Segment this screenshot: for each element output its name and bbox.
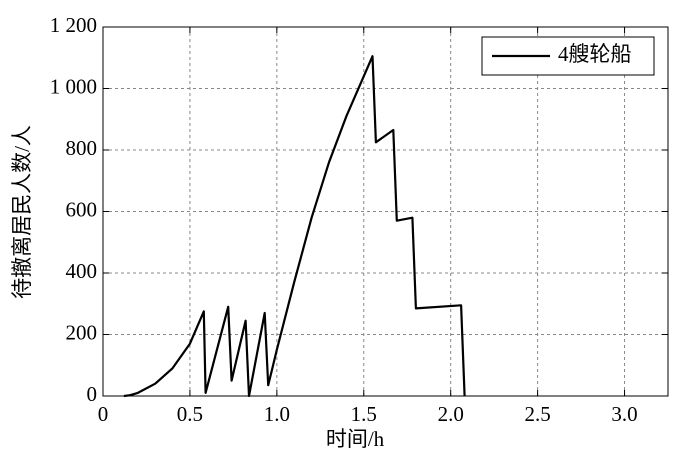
y-axis-label: 待撤离居民人数/人 xyxy=(10,125,34,299)
y-tick-label: 400 xyxy=(66,259,98,283)
x-tick-label: 3.0 xyxy=(611,402,637,426)
y-tick-label: 0 xyxy=(87,382,98,406)
y-tick-label: 200 xyxy=(66,320,98,344)
plot-frame xyxy=(102,26,669,397)
y-tick-label: 800 xyxy=(66,136,98,160)
x-tick-label: 0.5 xyxy=(177,402,203,426)
x-axis-label: 时间/h xyxy=(326,427,385,451)
x-tick-label: 2.5 xyxy=(524,402,550,426)
x-tick-label: 0 xyxy=(98,402,109,426)
x-tick-label: 2.0 xyxy=(438,402,464,426)
x-tick-label: 1.5 xyxy=(351,402,377,426)
legend-label: 4艘轮船 xyxy=(558,42,632,66)
y-tick-label: 600 xyxy=(66,197,98,221)
y-tick-label: 1 200 xyxy=(50,13,97,37)
x-tick-label: 1.0 xyxy=(264,402,290,426)
y-tick-label: 1 000 xyxy=(50,74,97,98)
data-line xyxy=(123,55,466,398)
